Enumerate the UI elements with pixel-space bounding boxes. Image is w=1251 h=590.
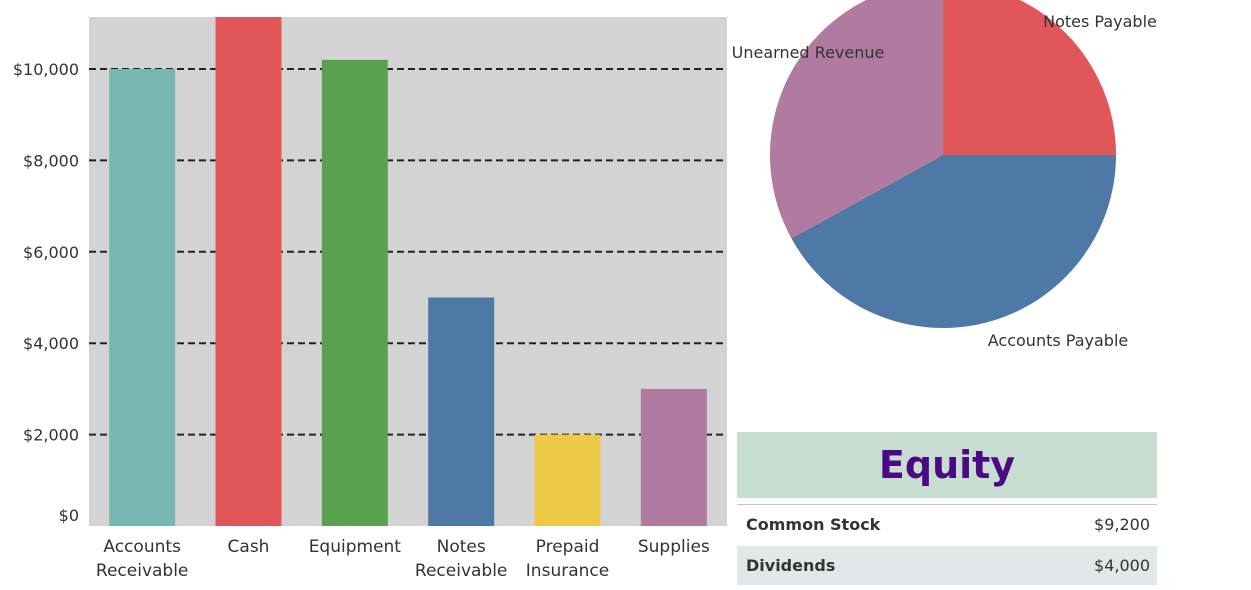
pie-slice-labels: Notes Payable Accounts Payable Unearned Re…	[732, 12, 1157, 350]
x-tick-label: Notes Receivable	[415, 537, 508, 581]
x-axis-category-labels: Accounts Receivable Cash Equipment Notes Rece…	[96, 537, 710, 581]
y-tick-label: $8,000	[23, 151, 79, 170]
x-tick-label: Supplies	[638, 537, 710, 557]
bar	[215, 17, 282, 526]
pie-slice	[770, 0, 943, 239]
equity-row-value: $9,200	[1094, 515, 1150, 534]
pie-chart: Notes Payable Accounts Payable Unearned Re…	[732, 0, 1157, 350]
x-tick-label: Prepaid Insurance	[526, 537, 609, 581]
plot-background	[89, 17, 727, 526]
equity-row-value: $4,000	[1094, 556, 1150, 575]
x-tick-label: Equipment	[309, 537, 402, 557]
pie-slice-label: Notes Payable	[1043, 12, 1157, 31]
pie-slice	[791, 155, 1116, 328]
bar-chart-bars	[109, 17, 707, 527]
pie-slice-label: Accounts Payable	[988, 331, 1128, 350]
equity-header: Equity	[737, 432, 1157, 498]
y-tick-label: $2,000	[23, 426, 79, 445]
bar-chart: $0 $2,000 $4,000 $6,000 $8,000 $10,000 Accoun…	[13, 17, 727, 581]
y-tick-label: $0	[59, 506, 79, 525]
equity-title: Equity	[878, 443, 1016, 487]
equity-row-common-stock: Common Stock $9,200	[737, 505, 1157, 544]
y-tick-label: $4,000	[23, 334, 79, 353]
bar	[534, 434, 601, 526]
equity-divider	[737, 498, 1157, 505]
equity-table: Equity Common Stock $9,200 Dividends $4,…	[737, 432, 1157, 585]
bar	[640, 388, 707, 526]
y-tick-label: $6,000	[23, 243, 79, 262]
bar-chart-grid	[89, 17, 727, 526]
equity-row-label: Dividends	[746, 556, 836, 575]
y-axis-tick-labels: $0 $2,000 $4,000 $6,000 $8,000 $10,000	[13, 60, 79, 525]
pie-slice	[943, 0, 1116, 155]
x-tick-label: Accounts Receivable	[96, 537, 189, 581]
equity-row-label: Common Stock	[746, 515, 881, 534]
equity-row-dividends: Dividends $4,000	[737, 546, 1157, 585]
bar	[321, 59, 388, 527]
pie-slice-label: Unearned Revenue	[732, 43, 885, 62]
bar	[109, 69, 176, 526]
x-tick-label: Cash	[228, 537, 270, 557]
pie-slices	[770, 0, 1116, 328]
bar	[428, 297, 495, 526]
y-tick-label: $10,000	[13, 60, 79, 79]
